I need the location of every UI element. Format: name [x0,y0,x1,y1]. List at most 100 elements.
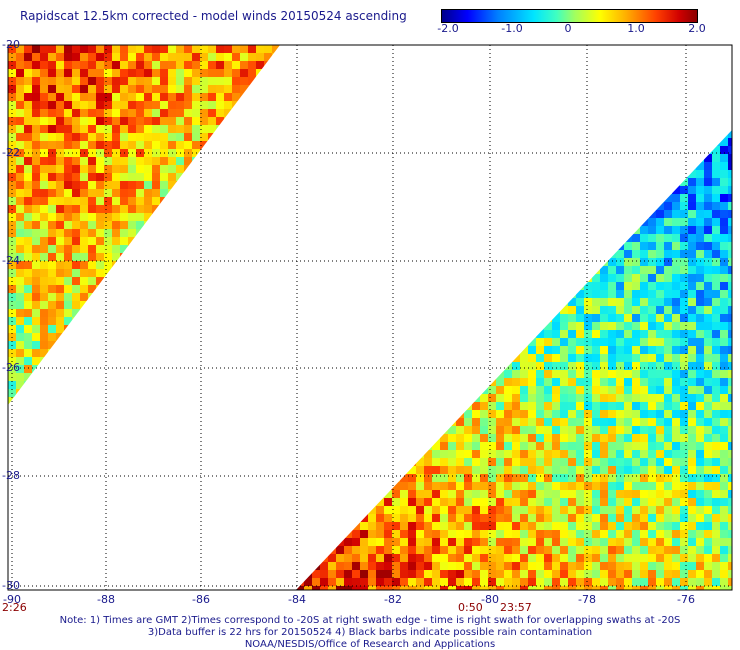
wind-cell [400,162,408,170]
wind-cell [592,154,600,162]
wind-cell [440,434,448,442]
wind-cell [312,194,320,202]
wind-cell [16,45,24,53]
wind-cell [408,314,416,322]
wind-cell [248,53,256,61]
wind-cell [56,381,64,389]
wind-cell [208,101,216,109]
wind-cell [416,170,424,178]
wind-cell [656,362,664,370]
wind-cell [632,282,640,290]
wind-cell [304,194,312,202]
wind-cell [232,165,240,173]
wind-cell [320,482,328,490]
wind-cell [336,250,344,258]
wind-cell [184,357,192,365]
wind-cell [344,210,352,218]
wind-cell [680,178,688,186]
wind-cell [344,226,352,234]
wind-cell [560,546,568,554]
wind-cell [536,354,544,362]
wind-cell [664,330,672,338]
wind-cell [144,301,152,309]
wind-cell [368,522,376,530]
wind-cell [536,410,544,418]
wind-cell [96,293,104,301]
wind-cell [376,530,384,538]
wind-cell [208,85,216,93]
wind-cell [32,101,40,109]
wind-cell [240,53,248,61]
wind-cell [360,538,368,546]
wind-cell [24,165,32,173]
wind-cell [80,125,88,133]
wind-cell [568,282,576,290]
wind-cell [656,354,664,362]
wind-cell [552,482,560,490]
wind-cell [80,53,88,61]
wind-cell [608,506,616,514]
wind-cell [432,322,440,330]
wind-cell [408,282,416,290]
wind-cell [536,498,544,506]
wind-cell [544,442,552,450]
wind-cell [624,330,632,338]
wind-cell [264,317,272,325]
wind-cell [632,386,640,394]
wind-cell [512,522,520,530]
wind-cell [192,189,200,197]
wind-cell [616,370,624,378]
wind-cell [152,213,160,221]
wind-cell [456,458,464,466]
wind-cell [176,357,184,365]
wind-cell [56,277,64,285]
wind-cell [600,282,608,290]
wind-cell [24,133,32,141]
wind-cell [376,330,384,338]
wind-cell [432,546,440,554]
wind-cell [328,386,336,394]
wind-cell [656,210,664,218]
wind-cell [136,341,144,349]
wind-cell [512,314,520,322]
wind-cell [304,570,312,578]
wind-cell [520,202,528,210]
wind-cell [368,370,376,378]
wind-cell [152,325,160,333]
wind-cell [488,154,496,162]
wind-cell [712,218,720,226]
wind-cell [608,322,616,330]
wind-cell [344,386,352,394]
wind-cell [192,245,200,253]
wind-cell [176,133,184,141]
wind-cell [128,245,136,253]
wind-cell [424,202,432,210]
wind-cell [360,306,368,314]
wind-cell [376,250,384,258]
wind-cell [240,237,248,245]
wind-cell [256,61,264,69]
wind-cell [592,218,600,226]
wind-cell [584,458,592,466]
wind-cell [312,402,320,410]
wind-cell [480,290,488,298]
wind-cell [544,330,552,338]
wind-cell [464,210,472,218]
wind-cell [432,418,440,426]
wind-cell [672,450,680,458]
wind-cell [136,173,144,181]
wind-cell [376,274,384,282]
wind-cell [592,242,600,250]
wind-cell [336,490,344,498]
wind-cell [344,378,352,386]
wind-cell [448,426,456,434]
wind-cell [568,362,576,370]
wind-cell [152,333,160,341]
wind-cell [248,125,256,133]
wind-cell [632,322,640,330]
wind-cell [344,330,352,338]
wind-cell [576,402,584,410]
wind-cell [232,173,240,181]
wind-cell [376,522,384,530]
wind-cell [552,154,560,162]
